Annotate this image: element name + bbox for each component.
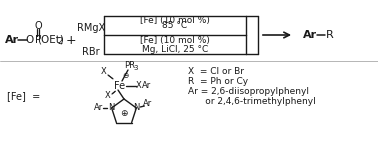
Text: [Fe] (10 mol %): [Fe] (10 mol %): [140, 35, 210, 45]
Text: 3: 3: [134, 65, 138, 71]
Text: PR: PR: [124, 61, 135, 71]
Text: or 2,4,6-trimethylphenyl: or 2,4,6-trimethylphenyl: [188, 96, 316, 106]
Text: ⊖: ⊖: [122, 72, 128, 80]
Text: Ar: Ar: [143, 81, 152, 91]
Text: (OEt): (OEt): [37, 35, 64, 45]
Text: R  = Ph or Cy: R = Ph or Cy: [188, 76, 248, 86]
Text: [Fe]  =: [Fe] =: [8, 91, 40, 101]
Text: 2: 2: [57, 37, 63, 47]
Text: RBr: RBr: [82, 47, 100, 57]
Text: X: X: [105, 92, 111, 100]
Text: Fe: Fe: [115, 81, 125, 91]
Text: [Fe] (10 mol %): [Fe] (10 mol %): [140, 15, 210, 25]
Text: ⊕: ⊕: [120, 109, 128, 117]
Text: Ar: Ar: [303, 30, 317, 40]
Text: Mg, LiCl, 25 °C: Mg, LiCl, 25 °C: [142, 45, 208, 53]
Text: 85 °C: 85 °C: [163, 22, 187, 31]
Text: O: O: [34, 21, 42, 31]
Text: X: X: [136, 81, 142, 91]
Text: N: N: [133, 103, 139, 113]
Text: X  = Cl or Br: X = Cl or Br: [188, 67, 244, 75]
Text: N: N: [108, 103, 115, 113]
Text: RMgX: RMgX: [77, 23, 105, 33]
Text: Ar: Ar: [5, 35, 19, 45]
Text: O: O: [26, 35, 34, 45]
Text: Ar = 2,6-diisopropylphenyl: Ar = 2,6-diisopropylphenyl: [188, 87, 309, 95]
Text: P: P: [35, 35, 41, 45]
Text: X: X: [101, 68, 107, 76]
Text: Ar: Ar: [143, 99, 152, 109]
Text: +: +: [66, 33, 76, 47]
Text: R: R: [326, 30, 334, 40]
Text: Ar: Ar: [94, 103, 103, 113]
